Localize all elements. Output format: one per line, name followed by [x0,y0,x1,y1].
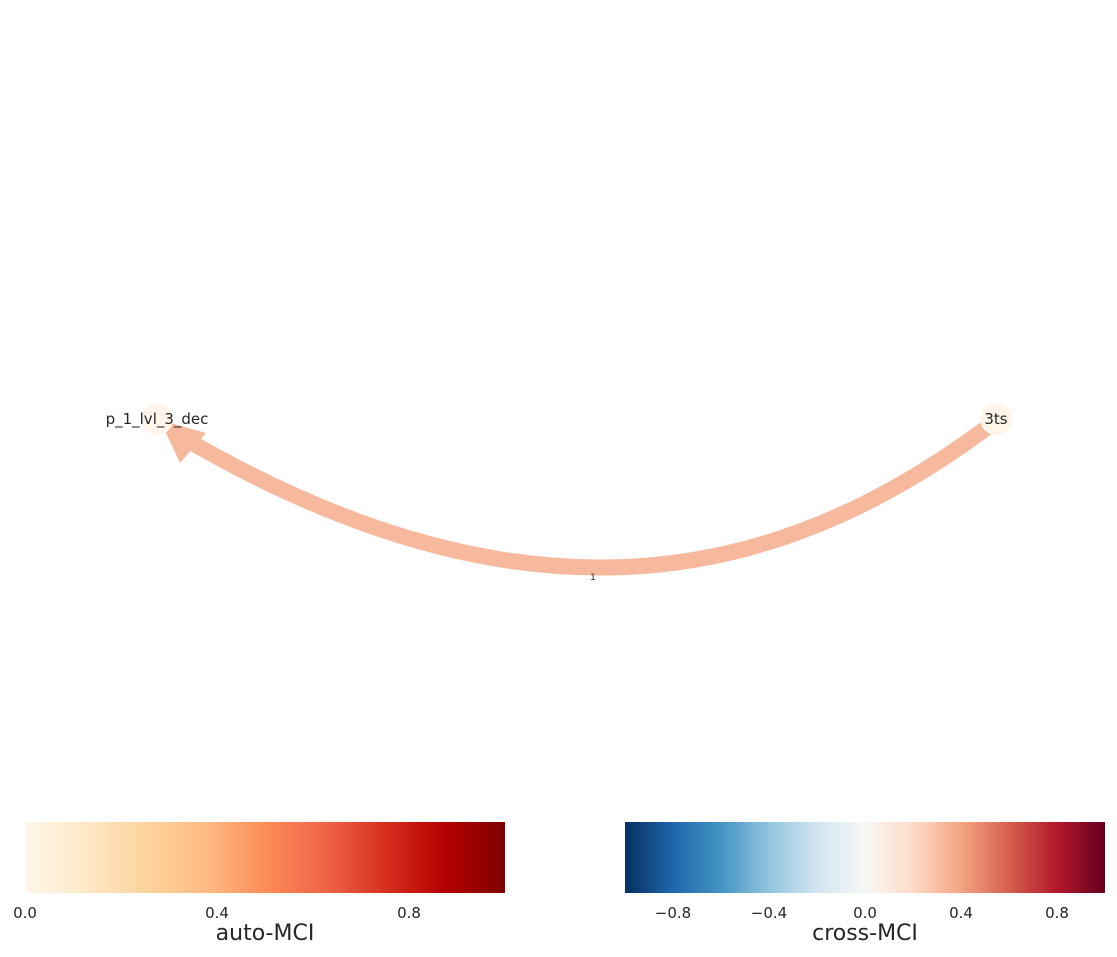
colorbar-auto-mci: 0.0 0.4 0.8 auto-MCI [13,822,505,946]
colorbar-tick-label: 0.8 [1045,904,1069,922]
node-label: 3ts [984,410,1007,428]
colorbar-auto-title: auto-MCI [216,921,315,946]
edge-curve [179,412,1005,576]
colorbar-auto-ticks: 0.0 0.4 0.8 [13,904,421,922]
node-circle [980,403,1012,435]
colorbar-tick-label: 0.4 [205,904,229,922]
colorbar-auto-gradient [25,822,505,893]
node-p_1_lvl_3_dec: p_1_lvl_3_dec [106,403,209,435]
colorbar-cross-title: cross-MCI [812,921,918,946]
colorbar-tick-label: −0.4 [751,904,787,922]
node-circle [141,403,173,435]
colorbar-tick-label: 0.0 [13,904,37,922]
edge-3ts-to-p_1_lvl_3_dec: 1 [160,412,1005,583]
colorbar-tick-label: −0.8 [655,904,691,922]
colorbar-tick-label: 0.8 [397,904,421,922]
colorbar-tick-label: 0.0 [853,904,877,922]
edge-lag-label: 1 [590,573,596,583]
colorbar-tick-label: 0.4 [949,904,973,922]
node-3ts: 3ts [980,403,1012,435]
colorbar-cross-gradient [625,822,1105,893]
edge-arrowhead [160,420,206,463]
colorbar-cross-mci: −0.8 −0.4 0.0 0.4 0.8 cross-MCI [625,822,1105,946]
colorbar-cross-ticks: −0.8 −0.4 0.0 0.4 0.8 [655,904,1069,922]
node-label: p_1_lvl_3_dec [106,410,209,429]
